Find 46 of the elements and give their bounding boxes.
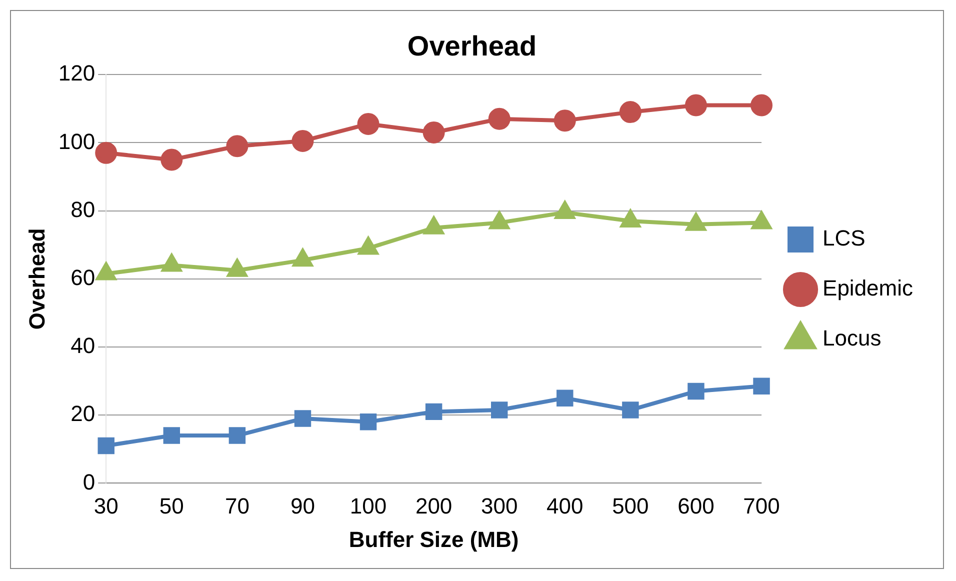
point — [619, 101, 642, 124]
point — [554, 110, 576, 132]
legend-label: LCS — [822, 226, 866, 251]
point — [490, 402, 508, 418]
legend-label: Epidemic — [822, 276, 914, 301]
point — [684, 94, 707, 116]
point — [622, 402, 639, 418]
chart-title: Overhead — [407, 30, 537, 62]
x-tick-label: 300 — [480, 493, 518, 518]
point — [488, 108, 510, 130]
point — [294, 410, 312, 427]
x-tick-label: 50 — [159, 493, 184, 518]
point — [160, 148, 183, 171]
y-tick-label: 20 — [70, 401, 96, 426]
legend-label: Locus — [822, 326, 882, 351]
point — [357, 112, 380, 135]
point — [753, 378, 770, 395]
point — [360, 414, 377, 430]
point — [98, 437, 114, 454]
point — [163, 427, 180, 444]
y-tick-label: 80 — [70, 196, 96, 222]
point — [556, 390, 574, 406]
point — [226, 135, 248, 158]
y-tick-label: 120 — [58, 60, 96, 86]
x-tick-label: 400 — [546, 493, 584, 518]
x-tick-label: 700 — [743, 493, 780, 518]
point — [228, 427, 246, 444]
x-tick-label: 200 — [415, 493, 452, 518]
point — [95, 142, 118, 164]
y-tick-label: 40 — [70, 333, 96, 358]
x-tick-label: 500 — [612, 493, 649, 518]
x-tick-label: 600 — [678, 493, 714, 518]
x-axis-title: Buffer Size (MB) — [348, 526, 519, 552]
point — [422, 121, 445, 144]
x-tick-label: 90 — [290, 493, 315, 518]
point — [425, 403, 442, 420]
y-axis-title: Overhead — [24, 228, 50, 330]
x-tick-label: 100 — [350, 493, 387, 518]
point — [292, 130, 314, 152]
y-tick-label: 60 — [70, 264, 96, 290]
x-tick-label: 30 — [94, 493, 118, 518]
y-tick-label: 100 — [58, 128, 96, 154]
x-tick-label: 70 — [224, 493, 250, 518]
point — [750, 94, 773, 116]
y-tick-label: 0 — [82, 469, 96, 494]
point — [688, 382, 704, 400]
